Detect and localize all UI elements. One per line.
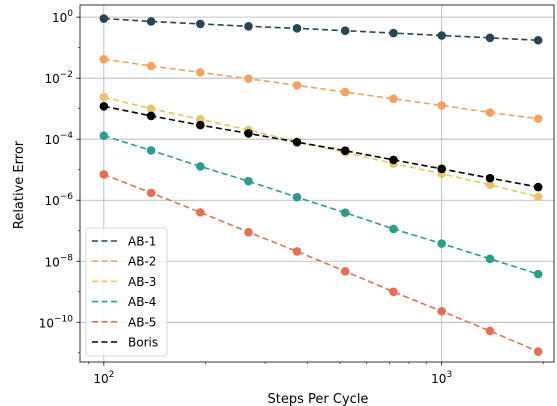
data-point <box>533 347 543 356</box>
legend-label: AB-5 <box>128 315 156 329</box>
data-point <box>292 81 302 90</box>
data-point <box>437 306 446 316</box>
x-axis-label: Steps Per Cycle <box>268 392 369 406</box>
data-point <box>99 131 109 141</box>
series-ab-5 <box>99 170 543 356</box>
data-point <box>99 14 109 23</box>
series-line <box>103 105 539 188</box>
data-point <box>389 287 398 297</box>
data-point <box>437 164 446 174</box>
data-point <box>340 266 350 276</box>
series-boris <box>99 101 543 192</box>
legend-label: AB-2 <box>128 255 156 269</box>
plot-area-border <box>79 4 555 363</box>
data-point <box>437 239 446 248</box>
data-point <box>196 19 205 29</box>
data-point <box>146 17 156 26</box>
y-tick-label: 10−6 <box>44 192 73 208</box>
data-point <box>533 192 543 202</box>
data-point <box>146 61 156 71</box>
data-point <box>533 182 543 192</box>
x-tick-label: 103 <box>431 370 452 386</box>
legend-label: AB-1 <box>128 235 156 249</box>
data-point <box>340 87 350 97</box>
y-tick-label: 10−10 <box>39 314 74 330</box>
y-tick-label: 10−4 <box>44 131 73 147</box>
data-point <box>485 173 495 183</box>
y-tick-label: 100 <box>52 9 73 25</box>
data-point <box>292 192 302 202</box>
data-point <box>437 31 446 40</box>
data-point <box>244 74 253 84</box>
data-point <box>389 155 398 165</box>
legend-box <box>85 227 168 357</box>
data-point <box>196 120 205 130</box>
series-line <box>103 17 539 42</box>
data-point <box>485 254 495 264</box>
data-point <box>292 137 302 147</box>
y-tick-label: 10−2 <box>44 70 73 86</box>
data-point <box>437 101 446 110</box>
series-ab-1 <box>99 14 543 45</box>
y-axis-label: Relative Error <box>12 140 27 229</box>
series-line <box>103 134 539 275</box>
data-point <box>146 111 156 121</box>
data-point <box>99 101 109 111</box>
data-point <box>244 227 253 237</box>
series-ab-4 <box>99 131 543 279</box>
plot-frame <box>79 4 555 363</box>
data-point <box>533 269 543 279</box>
data-point <box>99 92 109 102</box>
data-point <box>292 247 302 256</box>
data-point <box>340 208 350 218</box>
legend: AB-1 AB-2 AB-3 AB-4 AB-5 Boris <box>85 227 168 357</box>
data-point <box>244 129 253 138</box>
series-line <box>103 58 539 120</box>
data-point <box>485 180 495 190</box>
data-point <box>244 22 253 31</box>
data-point <box>146 146 156 155</box>
legend-label: Boris <box>128 336 158 350</box>
data-point <box>99 54 109 64</box>
data-point <box>196 162 205 171</box>
y-tick-label: 10−8 <box>44 253 73 269</box>
data-point <box>99 170 109 179</box>
data-point <box>292 24 302 33</box>
series-line <box>103 173 539 353</box>
series-ab-2 <box>99 54 543 123</box>
legend-label: AB-4 <box>128 295 156 309</box>
x-tick-label: 102 <box>93 370 114 386</box>
data-point <box>389 28 398 38</box>
data-point <box>196 208 205 217</box>
data-point <box>485 33 495 43</box>
data-point <box>533 35 543 45</box>
data-point <box>340 26 350 35</box>
data-point <box>485 326 495 336</box>
data-point <box>389 224 398 234</box>
data-point <box>340 146 350 156</box>
data-point <box>389 94 398 104</box>
data-point <box>533 114 543 123</box>
data-point <box>146 104 156 113</box>
legend-label: AB-3 <box>128 275 156 289</box>
data-point <box>244 176 253 186</box>
ticks: 102 103 100 10−2 10−4 10−6 10−8 10−10 <box>39 9 544 386</box>
data-point <box>196 68 205 77</box>
series-layer <box>99 14 543 356</box>
data-point <box>146 188 156 198</box>
data-point <box>485 108 495 117</box>
